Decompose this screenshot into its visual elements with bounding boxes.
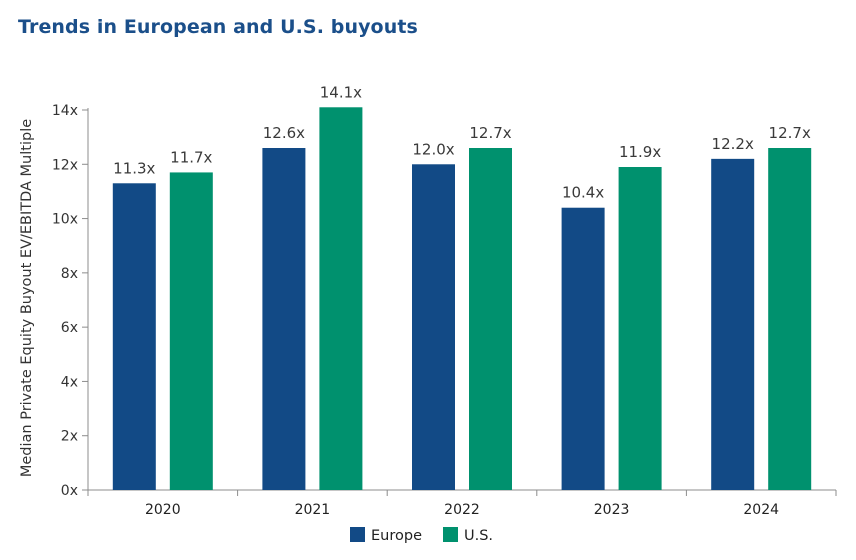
bar-europe-2022 <box>412 164 455 491</box>
x-category-label: 2020 <box>145 502 181 518</box>
bar-europe-2020 <box>112 183 156 491</box>
legend-label: Europe <box>371 528 422 544</box>
plot-area: 0x 2x 4x 6x 8x 10x 12x 14x 11.3x 11.7x 2020 12.6x 14… <box>52 83 837 518</box>
bar-us-2023 <box>618 167 662 490</box>
data-label: 10.4x <box>562 184 604 202</box>
legend-swatch <box>443 527 458 542</box>
data-label: 12.7x <box>469 124 511 142</box>
data-label: 11.9x <box>619 143 661 161</box>
y-tick-label: 8x <box>61 266 78 282</box>
bar-us-2024 <box>768 148 812 490</box>
data-label: 12.2x <box>712 135 754 153</box>
bar-europe-2024 <box>711 158 755 490</box>
bar-us-2022 <box>469 148 512 490</box>
data-label: 12.0x <box>412 140 454 158</box>
x-category-label: 2023 <box>594 502 630 518</box>
y-tick-label: 6x <box>61 320 78 336</box>
y-tick-label: 2x <box>61 429 78 445</box>
data-label: 12.6x <box>263 124 305 142</box>
bar-us-2020 <box>169 172 213 490</box>
y-tick-label: 4x <box>61 374 78 390</box>
y-tick-label: 12x <box>52 157 78 173</box>
data-label: 12.7x <box>769 124 811 142</box>
legend-swatch <box>350 527 365 542</box>
x-category-label: 2021 <box>295 502 331 518</box>
x-category-label: 2022 <box>444 502 480 518</box>
y-tick-label: 10x <box>52 212 78 228</box>
bar-us-2021 <box>319 107 363 491</box>
data-label: 14.1x <box>320 83 362 101</box>
x-category-label: 2024 <box>743 502 779 518</box>
chart-title: Trends in European and U.S. buyouts <box>18 16 418 38</box>
legend: Europe U.S. <box>350 527 493 544</box>
bar-europe-2021 <box>262 148 306 490</box>
bar-europe-2023 <box>561 207 605 490</box>
legend-label: U.S. <box>464 528 493 544</box>
y-axis-label: Median Private Equity Buyout EV/EBITDA M… <box>19 119 35 477</box>
y-tick-label: 0x <box>61 483 78 499</box>
data-label: 11.7x <box>170 148 212 166</box>
data-label: 11.3x <box>113 159 155 177</box>
y-tick-label: 14x <box>52 103 78 119</box>
